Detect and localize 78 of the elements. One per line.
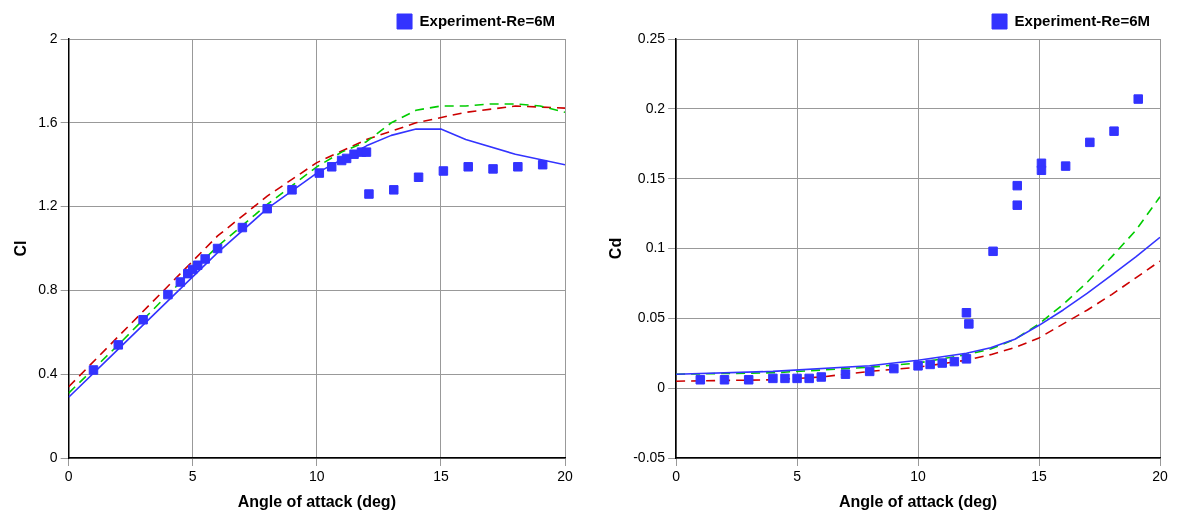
- y-tick-label: 0.1: [645, 239, 666, 256]
- point: [889, 363, 899, 374]
- point: [349, 149, 359, 159]
- x-tick-label: 5: [188, 468, 197, 485]
- point: [163, 289, 173, 300]
- point: [719, 375, 730, 385]
- point: [287, 185, 297, 195]
- point: [513, 162, 523, 172]
- point: [988, 246, 998, 257]
- y-axis-title: Cd: [607, 237, 625, 260]
- y-tick-label: 2: [49, 29, 58, 46]
- point: [961, 308, 972, 318]
- point: [438, 166, 449, 176]
- legend-label: Experiment-Re=6M: [1014, 11, 1151, 29]
- point: [840, 369, 851, 379]
- point: [237, 222, 248, 233]
- point: [361, 147, 372, 157]
- point: [488, 164, 498, 174]
- point: [949, 356, 960, 367]
- point: [1060, 161, 1071, 171]
- point: [262, 203, 272, 214]
- point: [1012, 180, 1022, 191]
- point: [88, 365, 99, 375]
- y-tick-label: 0.8: [38, 281, 58, 298]
- x-tick-label: 20: [1152, 468, 1168, 485]
- point: [816, 372, 827, 382]
- point: [1133, 94, 1143, 104]
- point: [200, 254, 210, 264]
- y-tick-label: 1.2: [38, 197, 58, 214]
- point: [212, 243, 223, 254]
- point: [1036, 165, 1047, 176]
- y-tick-label: 0.15: [637, 169, 666, 186]
- point: [1109, 126, 1119, 136]
- point: [537, 159, 548, 170]
- x-tick-label: 10: [910, 468, 927, 485]
- x-tick-label: 0: [64, 468, 73, 485]
- point: [1085, 137, 1095, 148]
- y-tick-label: 0.4: [38, 365, 58, 382]
- y-tick-label: 0.2: [645, 99, 666, 116]
- point: [925, 359, 935, 370]
- point: [768, 373, 778, 384]
- x-tick-label: 10: [309, 468, 325, 485]
- x-tick-label: 15: [433, 468, 449, 485]
- x-tick-label: 15: [1031, 468, 1048, 485]
- point: [113, 340, 124, 350]
- point: [192, 260, 203, 270]
- point: [1012, 200, 1022, 210]
- point: [138, 314, 148, 325]
- point: [743, 375, 754, 385]
- y-tick-label: 1.6: [38, 113, 58, 130]
- point: [964, 319, 974, 329]
- point: [326, 162, 337, 172]
- y-tick-label: -0.05: [633, 448, 666, 465]
- x-tick-label: 5: [793, 468, 802, 485]
- point: [389, 185, 399, 195]
- y-tick-label: 0: [657, 379, 666, 396]
- point: [961, 354, 972, 364]
- point: [804, 373, 814, 384]
- x-axis-title: Angle of attack (deg): [838, 492, 998, 510]
- point: [864, 366, 875, 377]
- legend-label: Experiment-Re=6M: [419, 11, 556, 29]
- point: [463, 162, 473, 172]
- x-tick-label: 20: [557, 468, 573, 485]
- y-tick-label: 0.25: [637, 29, 666, 46]
- point: [413, 172, 424, 183]
- point: [792, 373, 802, 384]
- point: [314, 168, 325, 178]
- y-tick-label: 0: [49, 448, 58, 465]
- point: [695, 375, 706, 385]
- point: [937, 358, 947, 368]
- point: [364, 189, 374, 199]
- x-axis-title: Angle of attack (deg): [237, 492, 396, 510]
- point: [913, 361, 923, 371]
- y-axis-title: Cl: [12, 240, 30, 257]
- point: [780, 373, 790, 384]
- y-tick-label: 0.05: [637, 309, 666, 326]
- point: [175, 277, 186, 287]
- x-tick-label: 0: [672, 468, 681, 485]
